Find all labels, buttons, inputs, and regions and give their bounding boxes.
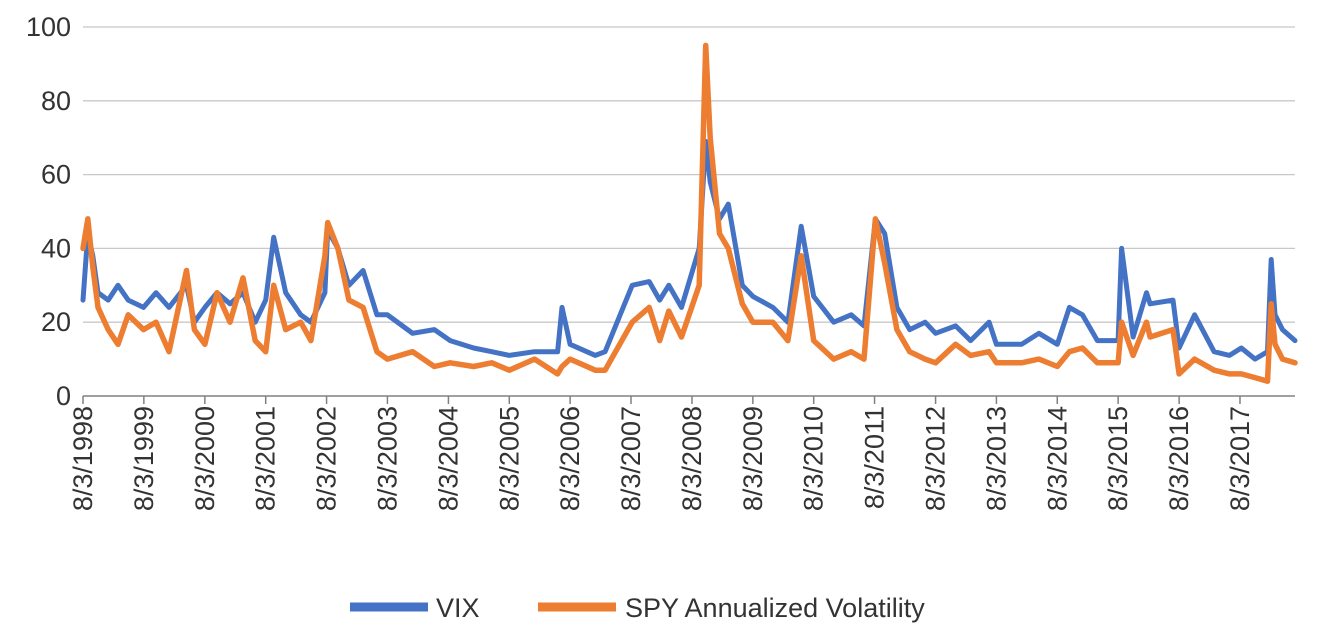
gridlines [83,26,1295,323]
x-tick-label-12: 8/3/2010 [799,406,829,511]
x-tick-label-13: 8/3/2011 [860,406,890,509]
x-tick-label-7: 8/3/2005 [494,406,524,511]
series-line-spy-annualized-volatility [80,42,1298,384]
x-tick-label-9: 8/3/2007 [616,406,646,511]
y-tick-label-60: 60 [41,160,71,190]
legend-label-spy: SPY Annualized Volatility [625,593,925,623]
x-tick-label-3: 8/3/2001 [251,406,281,511]
x-tick-label-17: 8/3/2015 [1103,406,1133,511]
y-tick-label-0: 0 [56,381,71,411]
y-tick-label-100: 100 [26,12,71,42]
x-tick-label-19: 8/3/2017 [1225,406,1255,511]
y-tick-label-40: 40 [41,233,71,263]
y-tick-label-80: 80 [41,86,71,116]
x-tick-label-1: 8/3/1999 [129,406,159,511]
x-tick-label-15: 8/3/2013 [981,406,1011,511]
y-tick-label-20: 20 [41,307,71,337]
legend: VIX SPY Annualized Volatility [350,593,925,623]
x-tick-label-6: 8/3/2004 [433,406,463,511]
x-axis-ticks: 8/3/1998 8/3/1999 8/3/2000 8/3/2001 8/3/2002… [68,396,1255,511]
x-tick-label-18: 8/3/2016 [1164,406,1194,511]
x-tick-label-11: 8/3/2009 [738,406,768,511]
x-tick-label-14: 8/3/2012 [921,406,951,511]
legend-label-vix: VIX [436,593,480,623]
x-tick-label-8: 8/3/2006 [555,406,585,511]
x-tick-label-0: 8/3/1998 [68,406,98,511]
x-tick-label-2: 8/3/2000 [190,406,220,511]
y-axis-ticks: 0 20 40 60 80 100 [26,12,71,411]
x-tick-label-10: 8/3/2008 [677,406,707,511]
x-tick-label-4: 8/3/2002 [312,406,342,511]
x-tick-label-16: 8/3/2014 [1042,406,1072,511]
x-tick-label-5: 8/3/2003 [372,406,402,511]
series-lines [80,42,1298,384]
